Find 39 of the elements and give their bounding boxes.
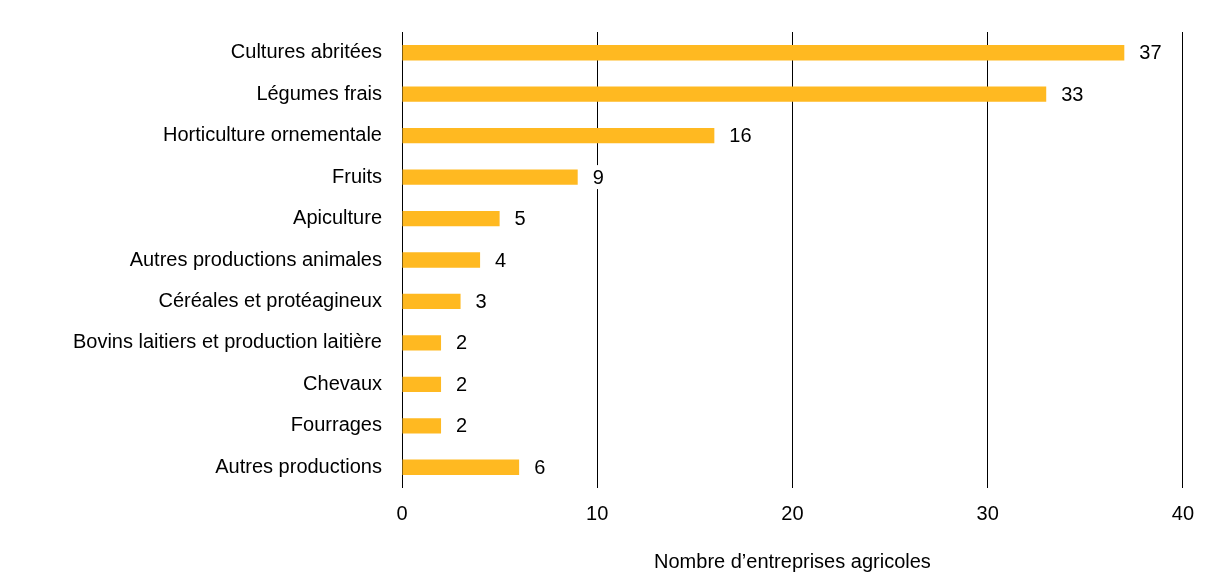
data-label: 2 [456, 414, 468, 437]
data-label: 2 [456, 372, 468, 395]
y-tick-label: Apiculture [293, 206, 382, 229]
data-label: 16 [729, 124, 752, 147]
data-label: 33 [1061, 82, 1084, 105]
data-label: 6 [534, 455, 546, 478]
y-tick-label: Céréales et protéagineux [158, 288, 382, 311]
y-tick-label: Fourrages [290, 413, 382, 436]
bar [402, 45, 1125, 61]
y-tick-label: Fruits [332, 164, 382, 187]
y-tick-label: Autres productions [215, 454, 382, 477]
bar [402, 293, 461, 310]
x-tick-label: 0 [396, 501, 408, 524]
bar [402, 169, 578, 185]
x-tick-label: 10 [586, 501, 609, 524]
bar [402, 376, 442, 393]
bar [402, 86, 1047, 102]
y-tick-label: Horticulture ornementale [163, 123, 382, 146]
bar [402, 252, 481, 268]
y-tick-label: Autres productions animales [129, 247, 382, 270]
y-tick-label: Chevaux [303, 371, 382, 394]
data-label: 2 [456, 331, 468, 354]
data-label: 9 [592, 165, 604, 188]
y-tick-label: Bovins laitiers et production laitière [72, 330, 382, 353]
bar [402, 418, 442, 434]
data-label: 4 [495, 248, 507, 271]
data-label: 3 [475, 289, 487, 312]
x-tick-label: 30 [976, 501, 999, 524]
bar [402, 335, 442, 351]
x-tick-label: 40 [1171, 501, 1194, 524]
x-axis-title: Nombre d’entreprises agricoles [654, 549, 931, 572]
data-label: 5 [514, 207, 526, 230]
bar [402, 459, 520, 475]
bar [402, 210, 500, 227]
x-tick-label: 20 [781, 501, 804, 524]
y-tick-label: Légumes frais [256, 81, 382, 104]
y-tick-label: Cultures abritées [230, 40, 382, 63]
bar [402, 127, 715, 144]
data-label: 37 [1139, 41, 1162, 64]
